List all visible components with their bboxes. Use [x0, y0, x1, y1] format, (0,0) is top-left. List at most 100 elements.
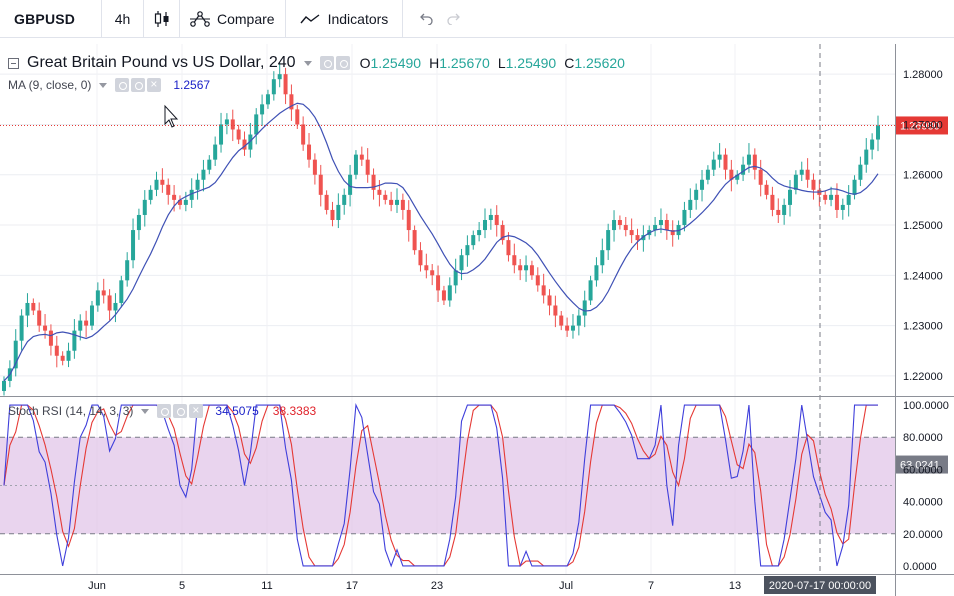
candle — [136, 208, 141, 240]
candle-body — [72, 330, 77, 351]
chart-type-button[interactable] — [144, 0, 180, 38]
candle-body — [125, 260, 130, 281]
gear-icon[interactable] — [173, 404, 188, 418]
candle-body — [271, 79, 276, 95]
candle — [25, 293, 30, 328]
candle-body — [224, 119, 229, 125]
collapse-legend-icon[interactable] — [8, 57, 19, 69]
candle-body — [488, 214, 493, 220]
candle — [224, 113, 229, 135]
chart-canvas[interactable]: 1.26980 63.0241 2020-07-17 00:00:00 1.2800… — [0, 44, 954, 596]
candle — [612, 210, 617, 242]
eye-icon[interactable] — [319, 56, 334, 70]
candle-body — [670, 230, 675, 236]
ma-actions — [115, 77, 162, 92]
candle-body — [594, 265, 599, 281]
price-tick-label: 1.22000 — [903, 371, 943, 383]
candle-body — [324, 194, 329, 210]
candle — [89, 300, 94, 331]
candle — [441, 285, 446, 305]
candle-body — [641, 235, 646, 241]
compare-label: Compare — [217, 10, 275, 27]
compare-button[interactable]: Compare — [180, 0, 286, 38]
candle-body — [758, 169, 763, 185]
candle-body — [852, 179, 857, 195]
ma-value: 1.2567 — [173, 78, 211, 92]
stoch-rsi-actions — [157, 403, 204, 418]
high-value: 1.25670 — [439, 55, 490, 71]
candle — [623, 216, 628, 237]
candle-body — [705, 169, 710, 180]
gear-icon[interactable] — [131, 78, 146, 92]
candle-body — [172, 194, 177, 200]
candle — [183, 191, 188, 212]
candle-body — [770, 194, 775, 210]
candle-body — [811, 179, 816, 190]
current-price-label: 1.26980 — [900, 120, 940, 132]
stoch-rsi-label: Stoch RSI (14, 14, 3, 3) — [8, 404, 134, 418]
candle — [535, 267, 540, 292]
candle — [60, 351, 65, 366]
redo-icon[interactable] — [447, 13, 463, 25]
candle — [353, 150, 358, 180]
candle-body — [48, 330, 53, 346]
candle — [242, 131, 247, 156]
candle — [788, 180, 793, 217]
candle-body — [183, 199, 188, 205]
candle-body — [54, 345, 59, 356]
candle-body — [553, 305, 558, 316]
candle — [870, 133, 875, 160]
candle-body — [858, 164, 863, 180]
candle-body — [465, 245, 470, 256]
close-icon[interactable] — [189, 403, 204, 418]
interval-button[interactable]: 4h — [102, 0, 144, 38]
candle-body — [154, 179, 159, 190]
candle — [799, 161, 804, 182]
interval-label: 4h — [114, 10, 131, 27]
candle — [307, 133, 312, 168]
chevron-down-icon[interactable] — [303, 60, 312, 66]
candle — [101, 278, 106, 304]
candle — [723, 148, 728, 180]
rsi-tick-label: 40.0000 — [903, 497, 943, 509]
candle — [811, 173, 816, 200]
candle — [236, 124, 241, 145]
indicators-button[interactable]: Indicators — [286, 0, 404, 38]
candle-body — [658, 220, 663, 226]
candle — [365, 148, 370, 183]
candle — [735, 170, 740, 185]
candle — [318, 164, 323, 207]
candle — [588, 275, 593, 305]
chevron-down-icon[interactable] — [141, 408, 150, 414]
eye-icon[interactable] — [157, 404, 172, 418]
candle-body — [265, 94, 270, 105]
candle — [201, 159, 206, 192]
chart-area[interactable]: 1.26980 63.0241 2020-07-17 00:00:00 1.2800… — [0, 44, 954, 596]
candle — [817, 180, 822, 207]
chevron-down-icon[interactable] — [99, 82, 108, 88]
candle — [271, 71, 276, 101]
eye-icon[interactable] — [115, 78, 130, 92]
gear-icon[interactable] — [335, 56, 350, 70]
time-tick-label: 11 — [261, 580, 272, 592]
candle — [805, 158, 810, 188]
candle-body — [570, 325, 575, 331]
candle-body — [383, 194, 388, 200]
price-tick-label: 1.28000 — [903, 69, 943, 81]
candle — [265, 89, 270, 109]
candle-body — [78, 320, 83, 331]
high-key: H — [429, 55, 440, 71]
candle — [512, 243, 517, 274]
candlestick-icon — [154, 10, 170, 28]
undo-icon[interactable] — [417, 13, 433, 25]
candle — [148, 185, 153, 205]
candle-body — [688, 199, 693, 210]
candle — [359, 146, 364, 166]
candle-body — [752, 154, 757, 170]
candle — [500, 220, 505, 245]
close-icon[interactable] — [147, 77, 162, 92]
time-tick-label: 5 — [179, 580, 185, 592]
symbol-search-button[interactable]: GBPUSD — [0, 0, 102, 38]
candle-body — [136, 214, 141, 231]
price-tick-label: 1.23000 — [903, 321, 943, 333]
